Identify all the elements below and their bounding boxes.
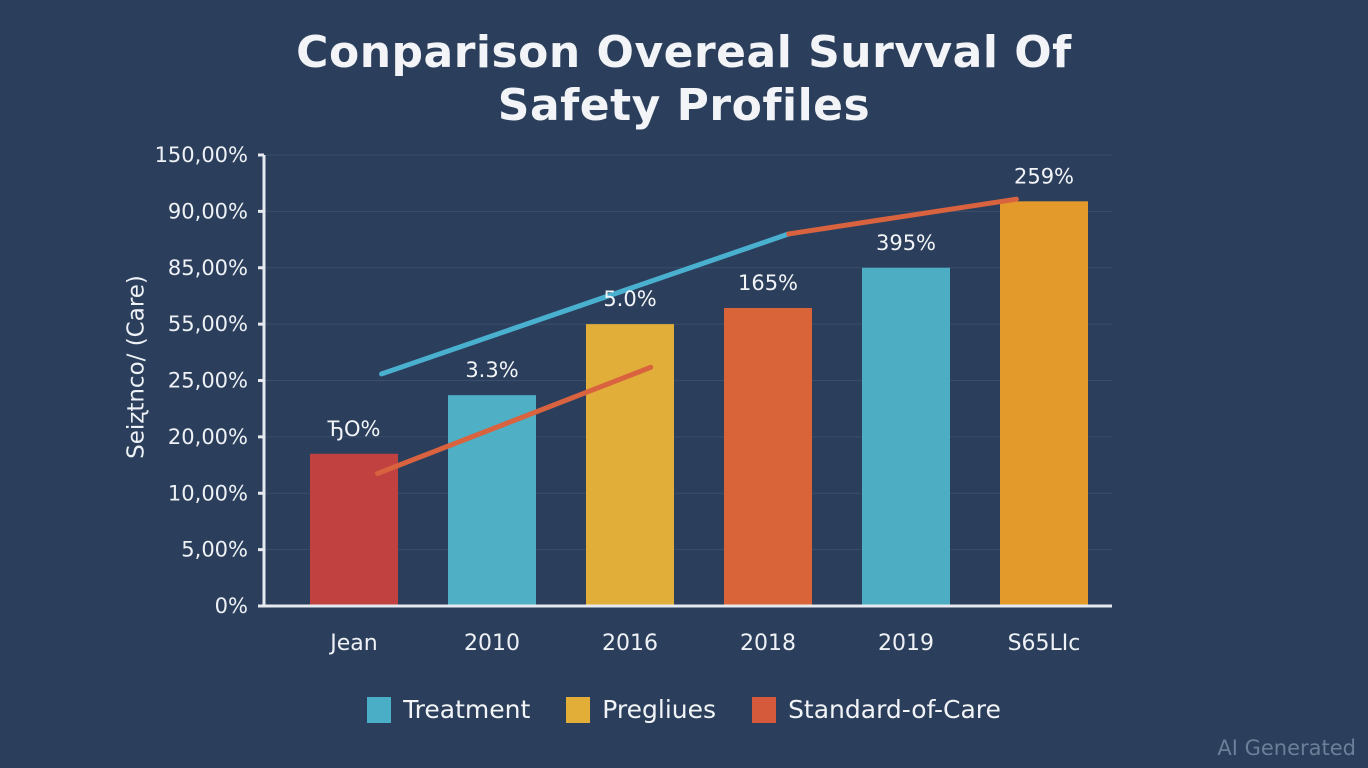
ai-generated-watermark: AI Generated xyxy=(1217,736,1356,760)
y-axis-label: Seiʐtnco/ (Care) xyxy=(124,275,150,459)
y-tick-label: 10,00% xyxy=(168,481,248,505)
y-tick-label: 90,00% xyxy=(168,199,248,223)
data-label: ЂO% xyxy=(327,417,381,441)
bars xyxy=(310,201,1088,606)
legend: Treatment Pregliues Standard-of-Care xyxy=(0,695,1368,724)
y-tick-label: 150,00% xyxy=(155,143,248,167)
gridlines xyxy=(264,154,1112,551)
legend-label-standard-of-care: Standard-of-Care xyxy=(788,695,1001,724)
x-tick-label: S65LIc xyxy=(1008,631,1081,656)
trend-lines xyxy=(374,196,1019,477)
trend-line xyxy=(374,364,654,477)
bar xyxy=(862,267,950,606)
y-tick-label: 5,00% xyxy=(181,538,248,562)
legend-swatch-pregliues xyxy=(566,696,591,723)
bar xyxy=(310,453,398,606)
legend-item-treatment[interactable]: Treatment xyxy=(367,695,530,724)
legend-item-pregliues[interactable]: Pregliues xyxy=(566,695,716,724)
y-tick-label: 25,00% xyxy=(168,369,248,393)
legend-label-treatment: Treatment xyxy=(403,695,531,724)
data-label: 259% xyxy=(1014,164,1074,188)
chart-title: Conparison Overeal Survval Of Safety Pro… xyxy=(0,26,1368,132)
y-tick-label: 55,00% xyxy=(168,312,248,336)
legend-item-standard-of-care[interactable]: Standard-of-Care xyxy=(752,695,1001,724)
bar xyxy=(724,307,812,606)
data-labels: ЂO% 3.3% 5.0% 165% 395% 259% xyxy=(327,164,1075,440)
data-label: 165% xyxy=(738,271,798,295)
x-tick-label: 2010 xyxy=(464,631,520,656)
bar xyxy=(1000,201,1088,606)
data-label: 3.3% xyxy=(465,358,518,382)
data-label: 395% xyxy=(876,231,936,255)
y-tick-label: 0% xyxy=(215,594,248,618)
legend-label-pregliues: Pregliues xyxy=(602,695,717,724)
x-tick-label: 2019 xyxy=(878,631,934,656)
bar xyxy=(586,324,674,606)
legend-swatch-treatment xyxy=(367,696,392,723)
x-tick-label: 2018 xyxy=(740,631,796,656)
chart-title-line-1: Conparison Overeal Survval Of xyxy=(296,27,1072,78)
y-tick-label: 20,00% xyxy=(168,425,248,449)
trend-line xyxy=(786,196,1019,237)
data-label: 5.0% xyxy=(603,287,656,311)
x-ticks: Jean 2010 2016 2018 2019 S65LIc xyxy=(328,631,1080,656)
x-tick-label: Jean xyxy=(328,631,377,656)
y-tick-label: 85,00% xyxy=(168,256,248,280)
y-ticks: 0% 5,00% 10,00% 20,00% 25,00% 55,00% 85,00% 90,… xyxy=(155,143,264,618)
trend-line xyxy=(379,231,792,377)
x-tick-label: 2016 xyxy=(602,631,658,656)
chart-title-line-2: Safety Profiles xyxy=(497,80,871,131)
legend-swatch-standard-of-care xyxy=(752,696,777,723)
